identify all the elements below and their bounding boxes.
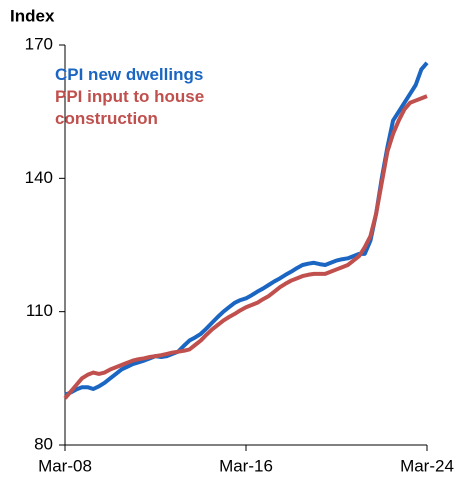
y-tick-label: 170 bbox=[25, 34, 53, 53]
x-tick-label: Mar-24 bbox=[400, 456, 454, 475]
legend-entry: CPI new dwellings bbox=[55, 65, 204, 84]
y-tick-label: 80 bbox=[34, 434, 53, 453]
legend: CPI new dwellings PPI input to house con… bbox=[55, 64, 255, 130]
y-axis-label: Index bbox=[10, 6, 55, 25]
legend-entry: PPI input to house construction bbox=[55, 87, 205, 128]
series-line bbox=[63, 94, 428, 400]
y-tick-label: 140 bbox=[25, 168, 53, 187]
x-tick-label: Mar-16 bbox=[219, 456, 273, 475]
x-tick-label: Mar-08 bbox=[38, 456, 92, 475]
y-tick-label: 110 bbox=[26, 301, 53, 320]
series-line bbox=[64, 61, 429, 397]
